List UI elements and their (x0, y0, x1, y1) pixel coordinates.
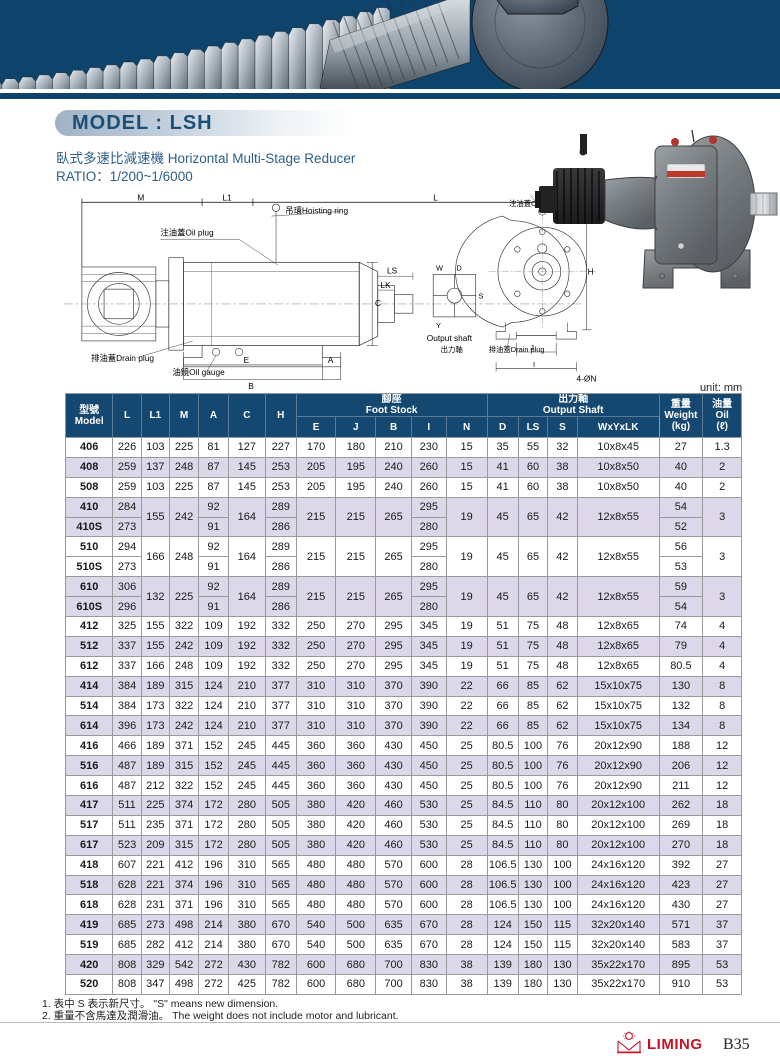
svg-text:Y: Y (436, 321, 441, 330)
svg-text:LS: LS (387, 265, 398, 275)
svg-text:B35: B35 (723, 1036, 750, 1053)
svg-text:4-ØN: 4-ØN (577, 374, 597, 384)
svg-text:J: J (530, 343, 534, 352)
svg-text:M: M (137, 193, 144, 202)
svg-text:油鏡Oil gauge: 油鏡Oil gauge (172, 367, 225, 377)
svg-text:S: S (479, 291, 484, 300)
svg-text:LIMING: LIMING (647, 1036, 703, 1053)
svg-text:B: B (248, 381, 254, 389)
svg-text:E: E (244, 355, 250, 365)
svg-text:出力軸: 出力軸 (441, 345, 463, 354)
svg-text:Output shaft: Output shaft (427, 333, 473, 343)
svg-text:L1: L1 (222, 193, 232, 202)
svg-text:W: W (436, 264, 443, 273)
svg-text:L: L (433, 193, 438, 202)
svg-text:A: A (328, 355, 334, 365)
svg-text:D: D (456, 264, 461, 273)
svg-text:I: I (533, 360, 535, 369)
svg-text:LK: LK (381, 280, 392, 290)
svg-text:排油蓋Drain plug: 排油蓋Drain plug (91, 353, 154, 363)
svg-text:注油蓋Oil plug: 注油蓋Oil plug (160, 228, 213, 238)
svg-text:C: C (375, 298, 381, 308)
svg-text:吊環Hoisting ring: 吊環Hoisting ring (285, 205, 348, 215)
